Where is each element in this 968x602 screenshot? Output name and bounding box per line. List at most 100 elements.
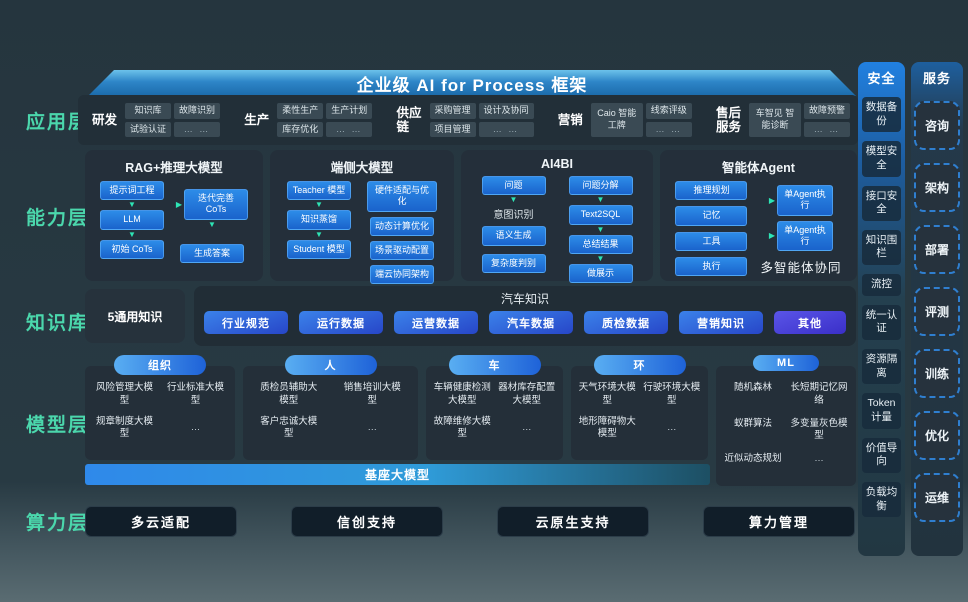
app-chip: 设计及协同 xyxy=(478,102,534,119)
model-item: 规章制度大模型 xyxy=(95,415,153,440)
model-item: 行驶环境大模型 xyxy=(643,382,701,406)
app-chip: 故障预警 xyxy=(803,102,850,119)
model-item-more: … xyxy=(367,422,378,434)
security-item: 资源隔离 xyxy=(862,349,901,385)
model-item-more: … xyxy=(190,422,201,434)
app-group-supply-chain: 供应链 采购管理 设计及协同 项目管理 … … xyxy=(397,102,534,138)
model-grid: 车辆健康检测大模型 器材库存配置大模型 故障维修大模型 … xyxy=(426,366,563,447)
agent-card: 智能体Agent 推理规划 记忆 工具 执行 ▶ 单Agent执行 ▶ 单Age… xyxy=(660,150,857,281)
model-group-pill: ML xyxy=(753,355,819,371)
app-chip: Caio 智能工牌 xyxy=(590,102,643,138)
service-panel: 服务 咨询 架构 部署 评测 训练 优化 运维 xyxy=(911,62,963,556)
service-item: 优化 xyxy=(914,411,960,460)
list-node: 场景驱动配置 xyxy=(369,240,434,260)
security-item: 数据备份 xyxy=(862,97,901,133)
flow-row: ▶ 迭代完善CoTs xyxy=(175,189,249,220)
model-group-environment: 环 天气环境大模型 行驶环境大模型 地形障碍物大模型 … xyxy=(571,355,708,460)
arrow-down-icon: ▼ xyxy=(127,229,136,239)
app-group-marketing: 营销 Caio 智能工牌 线索评级 … … xyxy=(558,102,692,138)
flow-note: 意图识别 xyxy=(493,210,534,222)
card-title: 端侧大模型 xyxy=(330,161,394,175)
flow-node: 迭代完善CoTs xyxy=(184,189,249,220)
model-item: 地形障碍物大模型 xyxy=(578,415,636,440)
knowledge-pill: 行业规范 xyxy=(204,311,288,334)
flow-node: LLM xyxy=(99,210,164,230)
app-chip: 项目管理 xyxy=(429,121,476,138)
framework-title: 企业级 AI for Process 框架 xyxy=(356,75,588,95)
arrow-down-icon: ▼ xyxy=(596,224,605,234)
list-node: 端云协同架构 xyxy=(369,265,434,285)
model-item: 客户忠诚大模型 xyxy=(260,415,318,440)
flow-node: 问题 xyxy=(481,176,546,196)
app-chip: 线索评级 xyxy=(645,102,692,119)
knowledge-pill-row: 行业规范 运行数据 运营数据 汽车数据 质检数据 营销知识 其他 xyxy=(204,311,846,334)
app-group-after-sales: 售后服务 车智见 智能诊断 故障预警 … … xyxy=(716,102,850,138)
agent-executor: 单Agent执行 xyxy=(777,220,834,251)
edge-right-list: 硬件适配与优化 动态计算优化 场景驱动配置 端云协同架构 xyxy=(367,181,437,285)
security-item: 统一认证 xyxy=(862,304,901,341)
security-item: 知识围栏 xyxy=(862,229,901,266)
app-chip: 试验认证 xyxy=(125,121,172,138)
app-chip-grid: 采购管理 设计及协同 项目管理 … … xyxy=(429,102,534,138)
service-item: 评测 xyxy=(914,287,960,336)
agent-executor: 单Agent执行 xyxy=(777,185,834,216)
layer-label-compute: 算力层 xyxy=(26,513,90,534)
model-group-ml: ML 随机森林 长短期记忆网络 蚁群算法 多变量灰色模型 近似动态规划 … xyxy=(716,355,856,486)
ai4bi-left-flow: 问题 ▼ 意图识别 语义生成 复杂度判别 xyxy=(481,176,546,283)
app-chip: 采购管理 xyxy=(429,102,476,119)
model-item: 器材库存配置大模型 xyxy=(498,382,556,406)
arrow-down-icon: ▼ xyxy=(596,195,605,205)
app-chip-grid: Caio 智能工牌 线索评级 … … xyxy=(590,102,692,138)
app-chip-grid: 柔性生产 生产计划 库存优化 … … xyxy=(277,102,373,138)
service-item: 部署 xyxy=(914,225,960,274)
arrow-down-icon: ▼ xyxy=(596,253,605,263)
model-item: 风险管理大模型 xyxy=(95,382,153,406)
flow-node: 初始 CoTs xyxy=(99,239,164,259)
model-item: 随机森林 xyxy=(733,382,772,393)
arrow-right-icon: ▶ xyxy=(175,199,183,209)
agent-modules: 推理规划 记忆 工具 执行 xyxy=(675,181,748,276)
flow-node: 生成答案 xyxy=(179,243,244,263)
edge-model-card: 端侧大模型 Teacher 模型 ▼ 知识蒸馏 ▼ Student 模型 硬件适… xyxy=(270,150,454,285)
model-item: 行业标准大模型 xyxy=(166,382,224,406)
security-item: Token计量 xyxy=(862,393,901,429)
agent-executors: ▶ 单Agent执行 ▶ 单Agent执行 多智能体协同 xyxy=(760,185,841,276)
compute-item: 云原生支持 xyxy=(497,506,649,537)
compute-item: 多云适配 xyxy=(85,506,237,537)
flow-node: Text2SQL xyxy=(568,205,633,225)
knowledge-pill: 汽车数据 xyxy=(489,311,573,334)
arrow-right-icon: ▶ xyxy=(768,231,776,241)
app-chip: 知识库 xyxy=(125,102,172,119)
model-group-pill: 环 xyxy=(593,355,686,375)
layer-label-knowledge: 知识库 xyxy=(26,313,90,334)
application-layer-row: 研发 知识库 故障识别 试验认证 … … 生产 柔性生产 生产计划 库存优化 …… xyxy=(92,97,850,143)
model-group-pill: 车 xyxy=(448,355,541,375)
security-panel-title: 安全 xyxy=(867,71,896,86)
flow-node: 总结结果 xyxy=(568,234,633,254)
multi-agent-caption: 多智能体协同 xyxy=(760,261,842,275)
app-group-name: 研发 xyxy=(92,112,118,127)
security-item: 接口安全 xyxy=(862,185,901,221)
model-group-organization: 组织 风险管理大模型 行业标准大模型 规章制度大模型 … xyxy=(85,355,235,460)
flow-node: Teacher 模型 xyxy=(287,181,351,201)
service-item: 架构 xyxy=(914,163,960,212)
card-body: Teacher 模型 ▼ 知识蒸馏 ▼ Student 模型 硬件适配与优化 动… xyxy=(277,181,447,285)
model-grid: 质检员辅助大模型 销售培训大模型 客户忠诚大模型 … xyxy=(243,366,418,447)
app-chip-more: … … xyxy=(326,121,373,138)
layer-label-model: 模型层 xyxy=(26,415,90,436)
rag-left-flow: 提示词工程 ▼ LLM ▼ 初始 CoTs xyxy=(99,181,164,263)
app-chip: 柔性生产 xyxy=(277,102,324,119)
card-body: 推理规划 记忆 工具 执行 ▶ 单Agent执行 ▶ 单Agent执行 多智能体… xyxy=(667,181,850,276)
knowledge-pill: 营销知识 xyxy=(679,311,763,334)
arrow-down-icon: ▼ xyxy=(315,200,323,210)
layer-label-application: 应用层 xyxy=(26,112,90,133)
model-item: 长短期记忆网络 xyxy=(790,382,848,406)
model-grid: 风险管理大模型 行业标准大模型 规章制度大模型 … xyxy=(85,366,235,447)
model-item: 故障维修大模型 xyxy=(433,415,491,440)
model-group-pill: 人 xyxy=(284,355,377,375)
capability-layer-row: RAG+推理大模型 提示词工程 ▼ LLM ▼ 初始 CoTs ▶ 迭代完善Co… xyxy=(85,150,857,285)
model-item: 蚁群算法 xyxy=(733,417,772,429)
arrow-right-icon: ▶ xyxy=(768,195,776,205)
model-item: 多变量灰色模型 xyxy=(790,417,848,442)
service-item: 训练 xyxy=(914,349,960,398)
